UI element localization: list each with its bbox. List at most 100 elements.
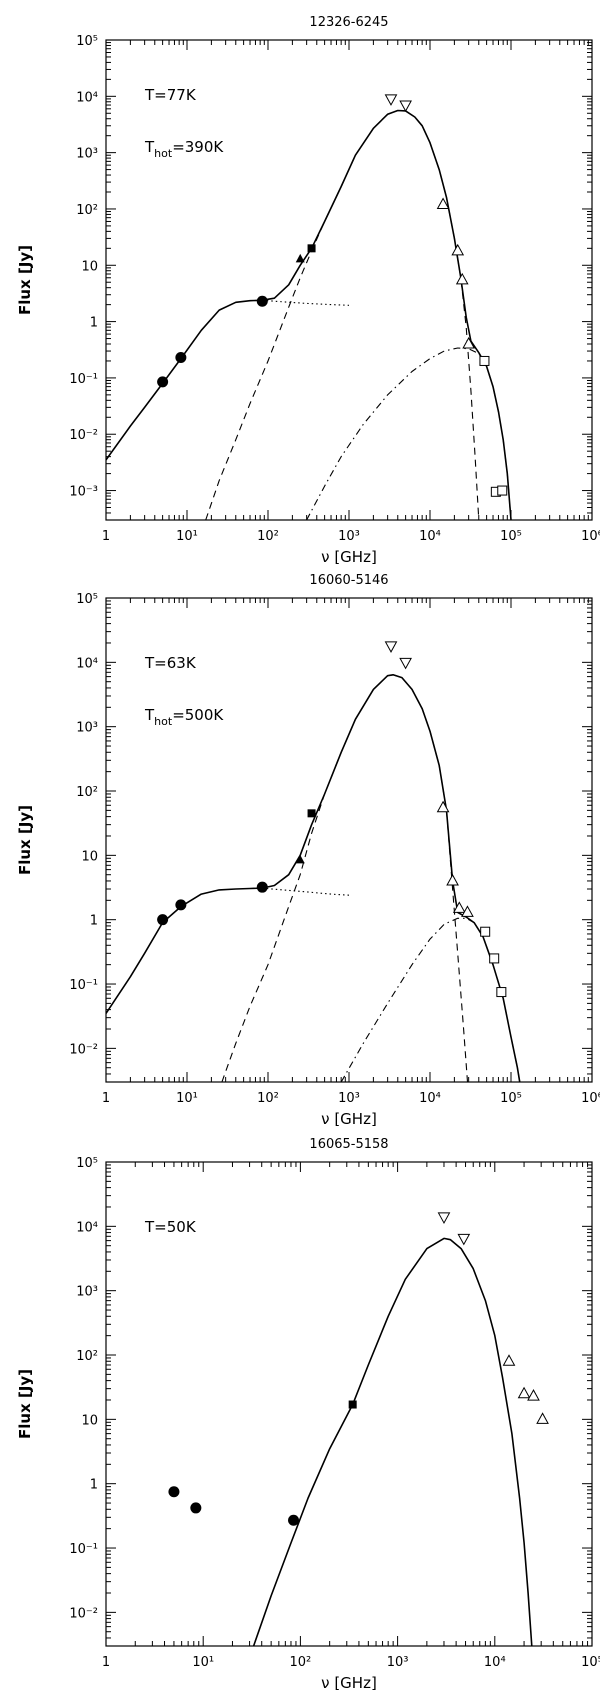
y-tick-label: 10 [81, 1413, 98, 1428]
data-point-open-square [480, 926, 491, 937]
data-point-open-square [497, 485, 508, 496]
y-tick-label: 10⁵ [76, 1156, 98, 1171]
data-point-circle [175, 352, 187, 364]
y-tick-label: 10 [81, 849, 98, 864]
x-tick-label: 10⁵ [500, 1091, 522, 1106]
data-point-circle [157, 914, 169, 926]
y-tick-label: 1 [90, 316, 98, 331]
x-tick-label: 10² [290, 1655, 312, 1670]
dashed-curve [221, 674, 469, 1082]
dash-dot-curve [340, 917, 521, 1082]
data-point-open-triangle-down [399, 657, 412, 670]
plot-frame [105, 1161, 593, 1647]
y-tick-label: 10⁻¹ [69, 1542, 98, 1557]
y-axis-label: Flux [Jy] [16, 1369, 34, 1439]
x-tick-label: 10⁴ [484, 1655, 506, 1670]
y-tick-label: 1 [90, 1478, 98, 1493]
annotation: T=63K [144, 654, 197, 672]
data-point-open-triangle [451, 243, 465, 256]
plot-area [106, 94, 512, 520]
dashed-curve [205, 109, 480, 520]
annotation: Thot=500K [144, 706, 224, 728]
data-point-open-triangle-down [399, 100, 412, 113]
y-tick-label: 10⁻² [69, 1606, 98, 1621]
x-axis-label: ν [GHz] [321, 1674, 377, 1692]
data-point-open-triangle-down [437, 1212, 451, 1224]
y-tick-label: 10³ [76, 721, 98, 736]
y-tick-label: 10 [81, 259, 98, 274]
data-point-triangle [295, 854, 305, 864]
data-point-circle [288, 1514, 300, 1526]
x-tick-label: 10⁶ [581, 529, 600, 544]
solid-curve [252, 1237, 533, 1646]
x-tick-label: 10⁵ [581, 1655, 600, 1670]
x-tick-label: 10⁶ [581, 1091, 600, 1106]
data-point-circle [168, 1486, 180, 1498]
chart-1: 12326-6245 1 10¹ 10² 10³ 10⁴ 10⁵ 10⁶ 10⁻³ 10⁻² 10⁻… [16, 15, 600, 566]
annotation: T=50K [144, 1218, 197, 1236]
x-tick-label: 10³ [338, 529, 360, 544]
data-point-circle [157, 376, 169, 388]
dotted-curve [262, 887, 350, 896]
x-tick-label: 1 [102, 529, 110, 544]
chart-title: 16065-5158 [309, 1137, 388, 1152]
y-tick-label: 10⁻² [69, 428, 98, 443]
data-point-open-triangle [527, 1389, 540, 1401]
y-tick-label: 10⁻¹ [69, 372, 98, 387]
y-tick-label: 10⁵ [76, 592, 98, 607]
dotted-curve [262, 299, 350, 306]
data-point-circle [190, 1502, 202, 1514]
data-point-open-triangle [517, 1386, 531, 1399]
data-point-open-triangle [436, 800, 450, 813]
y-tick-label: 1 [90, 914, 98, 929]
x-tick-label: 1 [102, 1655, 110, 1670]
x-tick-label: 10³ [387, 1655, 409, 1670]
x-tick-label: 10² [257, 1091, 279, 1106]
data-point-circle [256, 295, 268, 307]
y-tick-label: 10⁻² [69, 1042, 98, 1057]
dash-dot-curve [306, 347, 512, 520]
data-point-circle [175, 899, 187, 911]
y-tick-label: 10⁵ [76, 34, 98, 49]
data-point-open-triangle [536, 1412, 549, 1424]
y-tick-label: 10² [76, 203, 98, 218]
x-tick-label: 10¹ [176, 1091, 198, 1106]
data-point-open-square [479, 355, 490, 366]
x-tick-label: 10⁴ [419, 1091, 441, 1106]
y-tick-label: 10³ [76, 147, 98, 162]
chart-title: 16060-5146 [309, 573, 388, 588]
solid-curve [106, 674, 521, 1082]
chart-title: 12326-6245 [309, 15, 388, 30]
data-point-open-triangle [446, 873, 459, 886]
x-axis-label: ν [GHz] [321, 1110, 377, 1128]
plot-frame [105, 39, 593, 521]
annotation: Thot=390K [144, 138, 224, 160]
data-point-open-square [496, 987, 507, 998]
data-point-open-triangle-down [384, 94, 398, 106]
x-tick-label: 10⁵ [500, 529, 522, 544]
y-tick-label: 10⁴ [76, 1220, 98, 1235]
data-point-square [348, 1400, 357, 1409]
y-tick-label: 10³ [76, 1285, 98, 1300]
data-point-open-triangle-down [384, 641, 398, 653]
data-point-open-triangle-down [457, 1233, 471, 1246]
plot-area [106, 641, 521, 1082]
y-tick-label: 10⁻³ [69, 485, 98, 500]
x-tick-label: 1 [102, 1091, 110, 1106]
y-tick-label: 10² [76, 1349, 98, 1364]
data-point-open-triangle [436, 197, 450, 209]
data-point-circle [256, 881, 268, 893]
annotation: T=77K [144, 86, 197, 104]
solid-curve [106, 109, 512, 520]
y-tick-label: 10⁻¹ [69, 978, 98, 993]
chart-3: 16065-5158 1 10¹ 10² 10³ 10⁴ 10⁵ 10⁻² 10⁻¹ 1 10 10²… [16, 1137, 600, 1692]
data-point-open-triangle [452, 901, 466, 913]
y-tick-label: 10² [76, 785, 98, 800]
data-point-open-triangle [502, 1354, 516, 1366]
y-axis-label: Flux [Jy] [16, 805, 34, 875]
x-tick-label: 10¹ [176, 529, 198, 544]
data-point-square [307, 244, 316, 253]
x-axis-label: ν [GHz] [321, 548, 377, 566]
y-tick-label: 10⁴ [76, 656, 98, 671]
data-point-square [307, 809, 316, 818]
